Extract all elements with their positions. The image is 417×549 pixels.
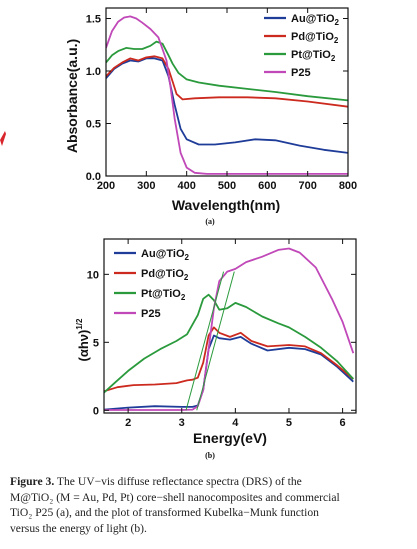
- chart-a-x-tick-label: 400: [177, 180, 195, 192]
- chart-a-x-tick-label: 300: [137, 180, 155, 192]
- chart-b-legend-label-base: Au@TiO: [141, 248, 185, 260]
- chart-a-x-tick-label: 800: [339, 180, 357, 192]
- chart-b-y-axis-label-sup: 1/2: [75, 318, 84, 330]
- chart-a-x-tick-label: 700: [298, 180, 316, 192]
- chart-a-series-line-au-tio2: [106, 57, 348, 154]
- chart-b-x-tick-label: 4: [232, 417, 239, 429]
- chart-b-legend-label: Pd@TiO2: [141, 268, 189, 282]
- chart-b-legend-label-base: Pd@TiO: [141, 268, 184, 280]
- chart-a-y-tick-label: 0.0: [86, 171, 101, 183]
- chart-a-legend-label: Au@TiO2: [291, 13, 340, 27]
- chart-b-series-group: [104, 247, 355, 411]
- chart-b-series-line-au-tio2: [104, 334, 354, 411]
- chart-b-legend-label: Au@TiO2: [141, 248, 190, 262]
- chart-b-y-tick-label: 5: [93, 337, 99, 349]
- chart-a-x-axis-label: Wavelength(nm): [172, 197, 280, 213]
- chart-a-series-group: [106, 15, 348, 175]
- chart-b-legend-label-sub: 2: [184, 273, 189, 282]
- chart-a-legend-label-sub: 2: [335, 18, 340, 27]
- chart-a-panel-label: (a): [205, 217, 215, 226]
- chart-a-y-tick-label: 1.0: [86, 66, 101, 78]
- chart-a-x-tick-label: 500: [218, 180, 236, 192]
- chart-b-x-axis-label: Energy(eV): [193, 430, 267, 446]
- chart-b-frame: [103, 238, 357, 414]
- chart-b-x-tick-label: 6: [340, 417, 346, 429]
- chart-b-tangent-line-1: [185, 271, 225, 411]
- caption-line-2: M@TiO₂ (M = Au, Pd, Pt) core−shell nanoc…: [10, 490, 340, 504]
- chart-b-legend-label: P25: [141, 308, 161, 320]
- red-mark: [0, 131, 6, 146]
- caption-label: Figure 3.: [10, 475, 55, 488]
- caption-line-3: TiO₂ P25 (a), and the plot of transforme…: [10, 506, 319, 520]
- chart-a-legend-label-sub: 2: [331, 54, 336, 63]
- chart-b-series-line-pt-tio2: [104, 293, 354, 394]
- chart-a-x-tick-label: 200: [97, 180, 115, 192]
- chart-a-y-axis-label: Absorbance(a.u.): [64, 39, 80, 153]
- chart-b-legend-label-sub: 2: [181, 293, 186, 302]
- chart-b-tangent-line-2: [196, 271, 235, 411]
- chart-a-y-tick-label: 0.5: [86, 119, 101, 131]
- chart-a-legend-label: P25: [291, 67, 311, 79]
- chart-b-y-tick-label: 0: [93, 405, 99, 417]
- chart-b-x-tick-label: 3: [179, 417, 185, 429]
- chart-b-panel-label: (b): [205, 451, 215, 460]
- chart-b-legend-label-base: Pt@TiO: [141, 288, 181, 300]
- chart-a-legend-label-base: Pt@TiO: [291, 49, 331, 61]
- chart-a-legend-label-base: Pd@TiO: [291, 31, 334, 43]
- chart-b-x-tick-label: 5: [286, 417, 292, 429]
- chart-a-legend-label: Pd@TiO2: [291, 31, 339, 45]
- chart-a-legend-label: Pt@TiO2: [291, 49, 336, 63]
- chart-a-y-tick-label: 1.5: [86, 14, 101, 26]
- chart-a-legend-label-base: Au@TiO: [291, 13, 335, 25]
- chart-a-series-line-p25: [106, 15, 348, 175]
- chart-b-legend-label: Pt@TiO2: [141, 288, 186, 302]
- figure-caption: Figure 3. The UV−vis diffuse reflectance…: [10, 474, 411, 536]
- chart-b-series-line-pd-tio2: [104, 326, 354, 393]
- caption-line-1: The UV−vis diffuse reflectance spectra (…: [54, 475, 302, 488]
- chart-b-legend-label-base: P25: [141, 308, 161, 320]
- chart-a-series-line-pd-tio2: [106, 55, 348, 108]
- chart-a-legend-label-base: P25: [291, 67, 311, 79]
- chart-b-y-tick-label: 10: [87, 269, 99, 281]
- chart-b-legend-label-sub: 2: [185, 253, 190, 262]
- caption-line-4: versus the energy of light (b).: [10, 521, 147, 535]
- chart-a-series-line-pt-tio2: [106, 40, 348, 102]
- chart-b-y-axis-label-base: (αhν): [76, 330, 91, 362]
- chart-b-y-axis-label: (αhν)1/2: [75, 318, 91, 362]
- chart-a-x-tick-label: 600: [258, 180, 276, 192]
- chart-a-legend-label-sub: 2: [334, 36, 339, 45]
- chart-b-x-tick-label: 2: [125, 417, 131, 429]
